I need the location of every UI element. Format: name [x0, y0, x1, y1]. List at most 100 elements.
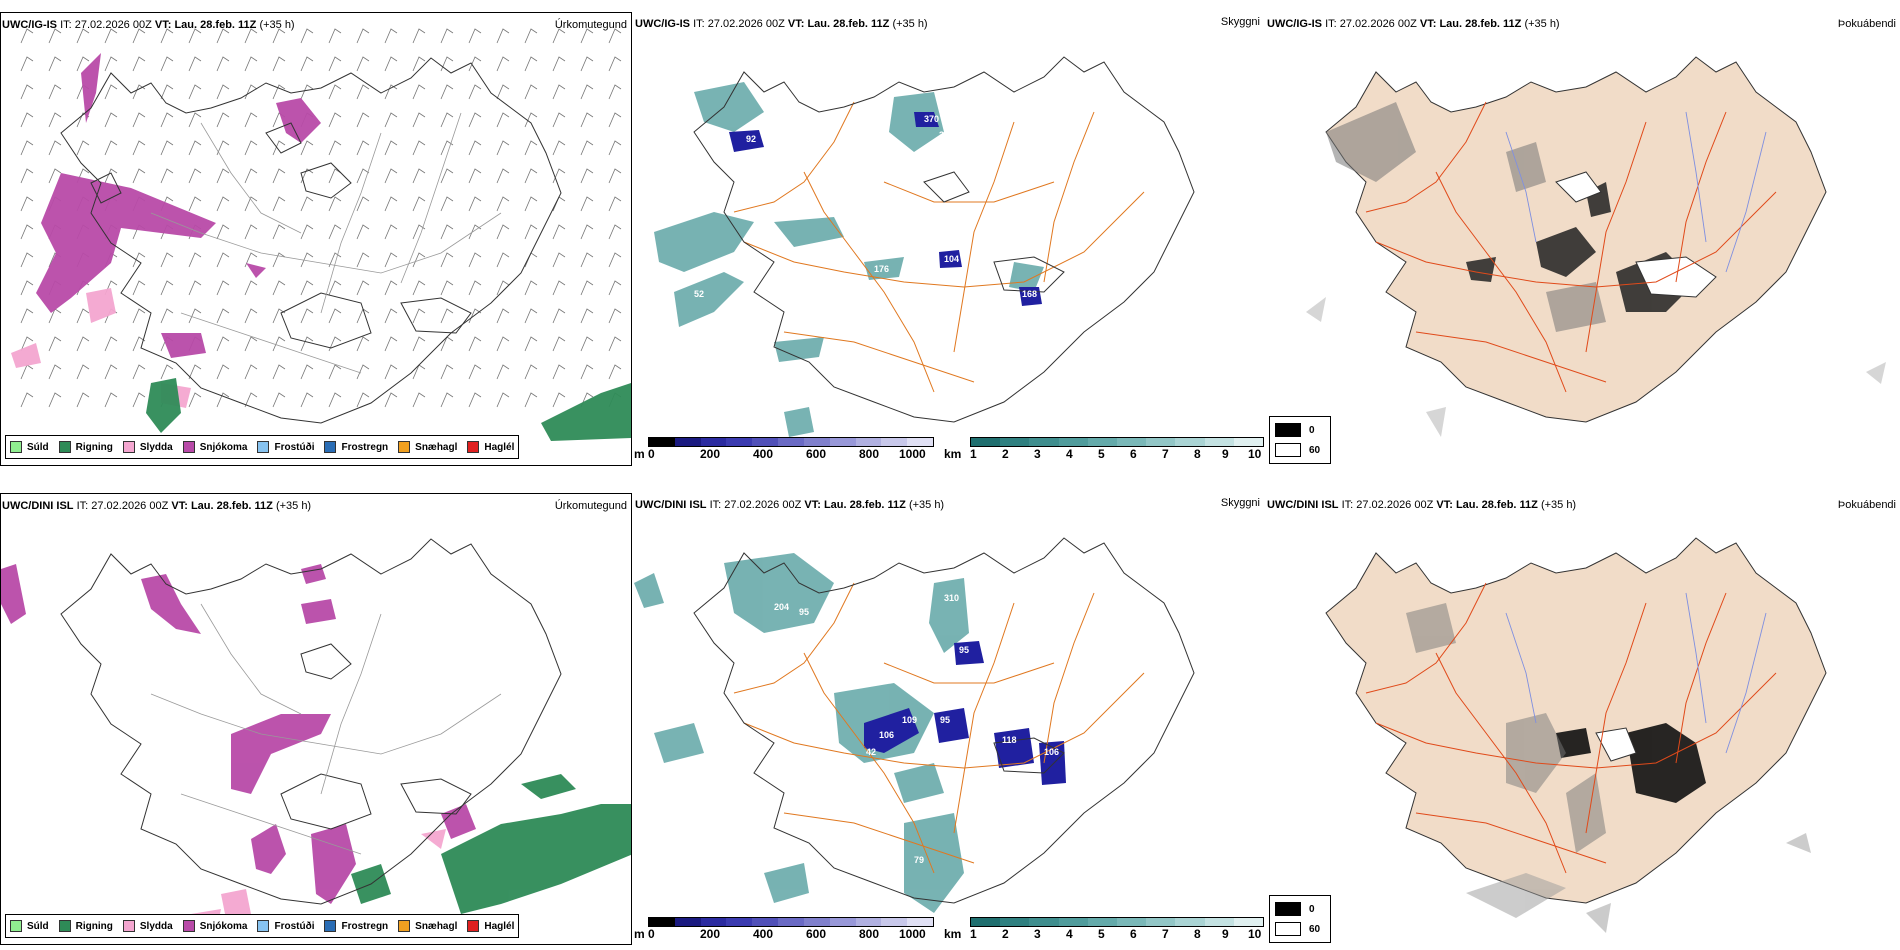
wind-barb — [412, 252, 426, 268]
wind-barb — [272, 196, 286, 212]
wind-barb — [356, 56, 370, 72]
wind-barb — [524, 364, 538, 380]
wind-barb — [300, 280, 314, 296]
wind-barb — [272, 336, 286, 352]
cloud-label: 176 — [874, 264, 889, 274]
wind-barb — [608, 84, 622, 100]
wind-barb — [328, 392, 342, 408]
legend-item-sudd: Súld — [10, 920, 49, 932]
wind-barb — [328, 224, 342, 240]
legend-item-haglel: Haglél — [467, 441, 514, 453]
wind-barb — [328, 140, 342, 156]
wind-barb — [608, 224, 622, 240]
wind-barb — [384, 140, 398, 156]
wind-barb — [160, 140, 174, 156]
ceiling-visibility-panel-row1: UWC/IG-IS IT: 27.02.2026 00Z VT: Lau. 28… — [634, 12, 1264, 466]
wind-barb — [384, 112, 398, 128]
wind-barb — [132, 56, 146, 72]
wind-barb — [356, 168, 370, 184]
wind-barb — [496, 28, 510, 44]
wind-barb — [356, 224, 370, 240]
legend-swatch — [182, 441, 195, 453]
fog-legend-swatch — [1275, 443, 1301, 457]
wind-barb — [76, 56, 90, 72]
wind-barb — [188, 168, 202, 184]
wind-barb — [468, 28, 482, 44]
wind-barb — [188, 196, 202, 212]
wind-barb — [104, 56, 118, 72]
legend-item-snaehagl: Snæhagl — [398, 441, 457, 453]
wind-barb — [328, 56, 342, 72]
wind-barb — [272, 308, 286, 324]
wind-barb — [552, 392, 566, 408]
ceiling-visibility-panel-row2: UWC/DINI ISL IT: 27.02.2026 00Z VT: Lau.… — [634, 493, 1264, 945]
wind-barb — [76, 392, 90, 408]
wind-barb — [244, 252, 258, 268]
wind-barb — [440, 168, 454, 184]
cloud-label: 52 — [694, 289, 704, 299]
wind-barb — [188, 56, 202, 72]
wind-barb — [272, 252, 286, 268]
wind-barb — [104, 168, 118, 184]
legend-item-frostudi: Frostúði — [257, 441, 314, 453]
fog-legend: 0 60 — [1269, 895, 1331, 943]
cloud-label: 42 — [866, 747, 876, 757]
wind-barb — [608, 364, 622, 380]
wind-barb — [188, 140, 202, 156]
wind-barb — [608, 112, 622, 128]
cloud-label: 35 — [1234, 374, 1244, 384]
wind-barb — [104, 84, 118, 100]
wind-barb — [188, 392, 202, 408]
wind-barb — [356, 392, 370, 408]
cloud-label: 79 — [914, 855, 924, 865]
wind-barb — [356, 364, 370, 380]
wind-barb — [552, 112, 566, 128]
wind-barb — [440, 112, 454, 128]
wind-barb — [132, 252, 146, 268]
wind-barb — [440, 56, 454, 72]
wind-barb — [160, 112, 174, 128]
wind-barb — [48, 336, 62, 352]
wind-barb — [496, 196, 510, 212]
wind-barb — [580, 252, 594, 268]
wind-barb — [244, 280, 258, 296]
panel-header: UWC/IG-IS IT: 27.02.2026 00Z VT: Lau. 28… — [635, 18, 928, 30]
wind-barb — [104, 112, 118, 128]
wind-barb — [132, 168, 146, 184]
wind-barb — [524, 140, 538, 156]
wind-barb — [412, 168, 426, 184]
wind-barb — [412, 336, 426, 352]
cloud-label: 95 — [940, 715, 950, 725]
wind-barb — [608, 196, 622, 212]
wind-barb — [356, 84, 370, 100]
wind-barb — [188, 252, 202, 268]
wind-barb — [216, 56, 230, 72]
wind-barb — [244, 392, 258, 408]
wind-barb — [552, 224, 566, 240]
wind-barb — [384, 196, 398, 212]
wind-barb — [216, 112, 230, 128]
wind-barb — [552, 336, 566, 352]
fog-legend-row: 60 — [1275, 443, 1320, 457]
fog-indicator-panel-row1: UWC/IG-IS IT: 27.02.2026 00Z VT: Lau. 28… — [1266, 12, 1900, 466]
wind-barb — [300, 224, 314, 240]
wind-barb — [412, 308, 426, 324]
wind-barb — [244, 224, 258, 240]
wind-barb — [104, 392, 118, 408]
wind-barb — [412, 140, 426, 156]
legend-item-snaehagl: Snæhagl — [398, 920, 457, 932]
wind-barb — [300, 56, 314, 72]
wind-barb — [524, 196, 538, 212]
wind-barb — [356, 196, 370, 212]
wind-barb — [412, 28, 426, 44]
wind-barb — [328, 28, 342, 44]
wind-barb — [384, 84, 398, 100]
wind-barb — [468, 364, 482, 380]
wind-barb — [552, 196, 566, 212]
wind-barb — [76, 28, 90, 44]
wind-barb — [216, 140, 230, 156]
legend-item-sudd: Súld — [10, 441, 49, 453]
wind-barb — [132, 84, 146, 100]
wind-barb — [76, 364, 90, 380]
fog-indicator-panel-row2: UWC/DINI ISL IT: 27.02.2026 00Z VT: Lau.… — [1266, 493, 1900, 945]
